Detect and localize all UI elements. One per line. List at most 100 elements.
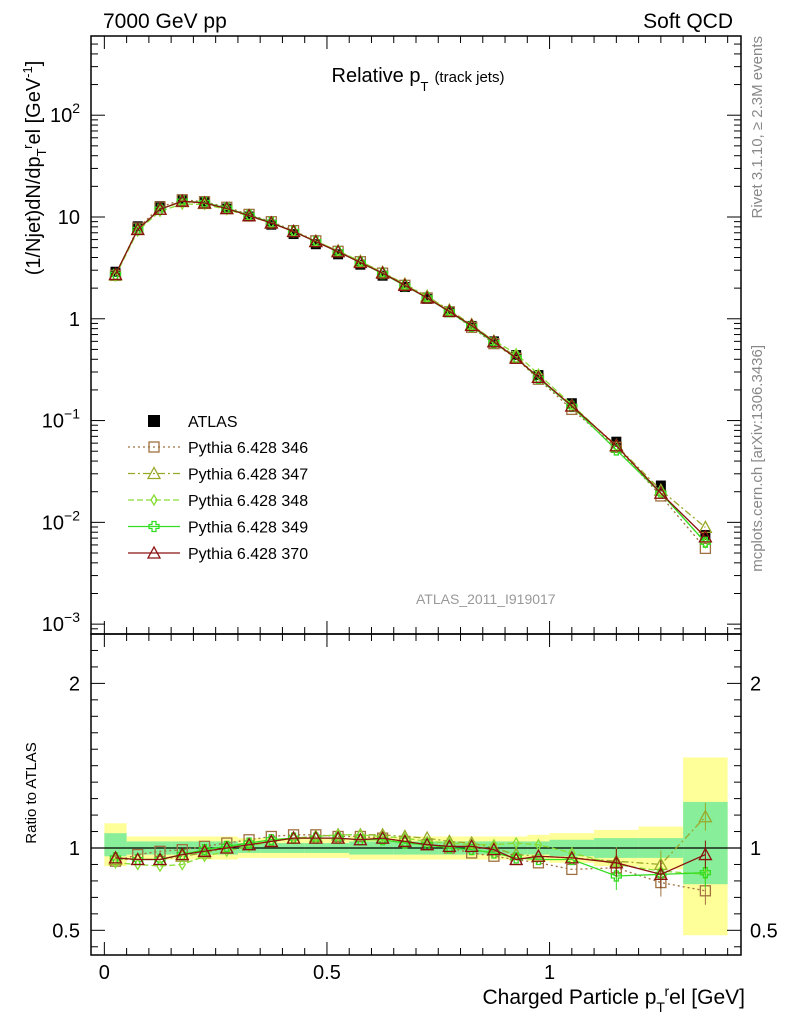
marker-triangle — [330, 830, 346, 844]
marker-filled-square — [377, 270, 388, 281]
series-5 — [108, 193, 713, 889]
marker-square — [148, 441, 160, 453]
marker-triangle — [509, 350, 524, 364]
mcplots-info: mcplots.cern.ch [arXiv:1306.3436] — [749, 345, 766, 572]
y-tick-label-bottom-right: 2 — [750, 673, 761, 695]
marker-triangle — [241, 837, 257, 851]
marker-filled-square — [422, 293, 433, 304]
marker-triangle — [609, 855, 624, 869]
marker-filled-square — [566, 398, 577, 409]
marker-triangle — [108, 267, 123, 281]
marker-triangle — [286, 224, 301, 238]
header-left: 7000 GeV pp — [103, 10, 227, 33]
y-tick-label-top: 102 — [50, 100, 80, 127]
legend: ATLAS Pythia 6.428 346 Pythia 6.428 347 Pyt… — [128, 414, 308, 563]
marker-triangle — [353, 255, 368, 269]
marker-triangle — [486, 334, 502, 348]
marker-triangle — [353, 832, 368, 846]
series-3 — [111, 197, 710, 889]
plot-title: Relative pT (track jets) — [332, 65, 505, 94]
band-inner-bin — [104, 833, 127, 857]
marker-diamond — [534, 367, 543, 381]
marker-triangle — [152, 852, 168, 866]
ratio-panel-frame — [90, 633, 742, 956]
y-tick-label-bottom-right: 0.5 — [750, 920, 778, 942]
y-tick-label-top: 10−1 — [42, 406, 80, 433]
marker-triangle — [146, 545, 162, 559]
marker-triangle — [130, 852, 145, 866]
marker-triangle — [698, 847, 713, 861]
legend-label-atlas: ATLAS — [188, 414, 238, 431]
uncertainty-bands — [104, 757, 728, 936]
marker-triangle — [420, 830, 435, 844]
marker-diamond — [133, 224, 142, 238]
marker-triangle — [197, 195, 212, 209]
marker-triangle — [175, 847, 190, 861]
marker-square — [532, 857, 545, 869]
y-tick-label-bottom-left: 0.5 — [52, 920, 80, 942]
y-tick-label-bottom-left: 2 — [69, 673, 80, 695]
marker-diamond — [156, 204, 164, 218]
marker-triangle — [397, 834, 412, 848]
marker-square — [488, 850, 500, 862]
marker-triangle — [375, 830, 390, 844]
marker-triangle — [442, 838, 457, 853]
marker-triangle — [286, 830, 301, 844]
marker-filled-square — [333, 249, 344, 260]
marker-triangle — [653, 866, 668, 880]
marker-triangle — [698, 809, 713, 823]
marker-triangle — [197, 843, 212, 857]
marker-filled-square — [399, 282, 410, 293]
x-tick-label: 0 — [99, 962, 110, 984]
series-2 — [108, 194, 713, 879]
marker-triangle — [375, 265, 390, 279]
marker-triangle — [420, 290, 435, 304]
marker-triangle — [108, 852, 123, 866]
legend-label: Pythia 6.428 347 — [188, 467, 308, 484]
series-line-ratio — [115, 834, 706, 875]
marker-triangle — [464, 318, 479, 332]
series-line-ratio — [115, 834, 706, 892]
legend-label: Pythia 6.428 348 — [188, 493, 308, 510]
y-tick-label-top: 1 — [69, 309, 80, 331]
series-atlas — [110, 194, 711, 541]
marker-triangle — [264, 834, 279, 848]
y-tick-label-bottom-left: 1 — [69, 838, 80, 860]
marker-diamond — [178, 858, 187, 871]
marker-triangle — [442, 304, 457, 318]
series-4 — [109, 195, 712, 890]
marker-triangle — [609, 438, 624, 452]
marker-triangle — [308, 234, 323, 248]
marker-triangle — [509, 852, 524, 866]
y-tick-label-top: 10−3 — [42, 609, 80, 636]
analysis-id: ATLAS_2011_I919017 — [416, 591, 556, 607]
series-line-top — [114, 200, 706, 543]
marker-filled-square — [266, 219, 277, 230]
x-tick-label: 0.5 — [313, 962, 341, 984]
marker-filled-square — [288, 229, 299, 240]
plot-title-small: (track jets) — [434, 69, 504, 86]
marker-triangle — [464, 835, 479, 849]
marker-cross — [610, 870, 622, 882]
y-axis-label-bottom: Ratio to ATLAS — [23, 742, 40, 843]
series-line-top — [114, 200, 706, 538]
marker-filled-square — [310, 239, 321, 250]
y-tick-label-bottom-right: 1 — [750, 838, 761, 860]
marker-triangle — [653, 485, 668, 499]
marker-cross — [148, 520, 160, 533]
plot-title-sub: T — [420, 79, 428, 94]
y-axis-label-top: (1/Njet)dN/dpTrel [GeV-1] — [20, 61, 49, 276]
marker-triangle — [531, 848, 546, 862]
top-panel-frame — [90, 35, 742, 635]
y-tick-label-top: 10 — [58, 207, 80, 229]
marker-triangle — [175, 193, 190, 207]
legend-label: Pythia 6.428 370 — [188, 546, 308, 563]
marker-triangle — [698, 520, 713, 534]
marker-triangle — [130, 222, 145, 236]
marker-filled-square — [355, 259, 366, 270]
marker-square — [699, 542, 712, 555]
marker-diamond — [512, 836, 520, 850]
marker-filled-square — [700, 530, 711, 541]
y-tick-label-top: 10−2 — [42, 507, 80, 534]
marker-filled-square — [511, 350, 522, 361]
